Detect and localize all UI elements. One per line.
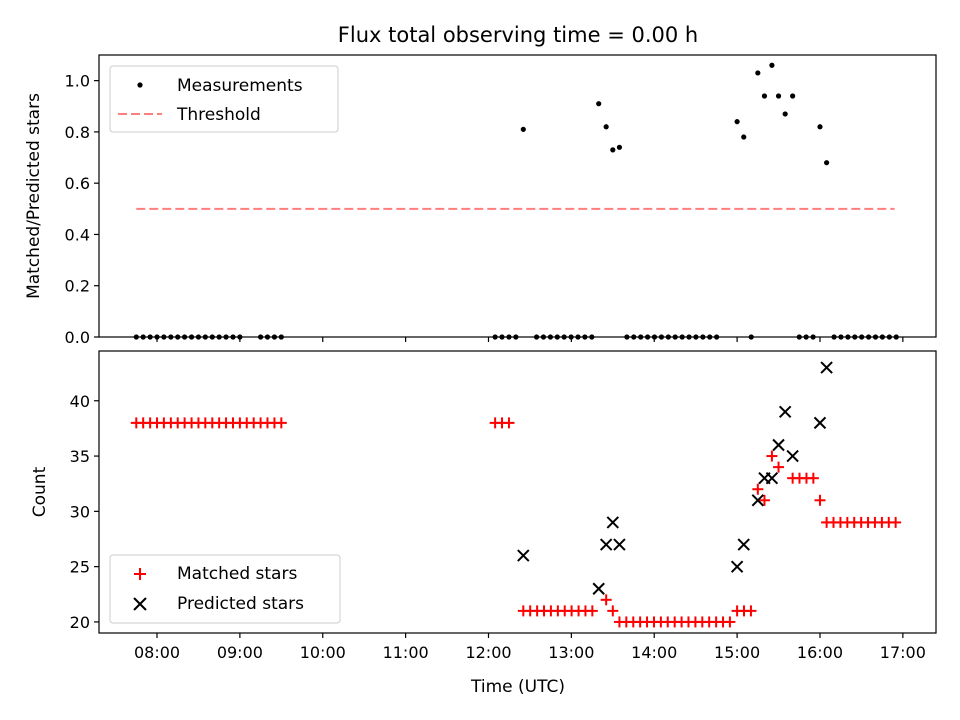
- predicted-star-point: [599, 538, 613, 551]
- matched-star-point: [724, 616, 736, 628]
- bottom-legend: Matched stars Predicted stars: [109, 554, 341, 624]
- bottom-panel: 20 25 30 35 40 08:00 09:00 10:00 11:00 12:00 13:0…: [30, 350, 937, 697]
- predicted-star-point: [751, 494, 765, 507]
- matched-star-point: [586, 605, 598, 617]
- measurement-point: [755, 70, 761, 76]
- legend-predicted-marker: [133, 597, 147, 611]
- bottom-y-tick-label: 25: [70, 558, 90, 577]
- top-y-tick-label: 0.6: [65, 174, 90, 193]
- top-axes-frame: [98, 54, 937, 338]
- x-tick-label: 14:00: [631, 643, 677, 662]
- x-tick-label: 13:00: [548, 643, 594, 662]
- bottom-y-axis-label: Count: [30, 466, 50, 517]
- predicted-star-point: [737, 538, 750, 551]
- top-legend: Measurements Threshold: [109, 65, 339, 133]
- x-tick-label: 08:00: [134, 643, 180, 662]
- matched-star-point: [766, 450, 778, 462]
- x-tick-label: 11:00: [383, 643, 429, 662]
- predicted-star-point: [820, 361, 833, 374]
- matched-star-point: [275, 417, 287, 429]
- matched-star-point: [758, 494, 770, 506]
- bottom-y-tick-label: 30: [70, 502, 90, 521]
- measurement-point: [596, 101, 602, 107]
- measurement-point: [610, 147, 616, 153]
- bottom-y-tick-label: 20: [70, 613, 90, 632]
- matched-star-point: [814, 494, 826, 506]
- predicted-star-point: [786, 449, 799, 463]
- measurement-point: [824, 160, 830, 166]
- x-tick-label: 12:00: [465, 643, 511, 662]
- measurement-point: [790, 93, 796, 99]
- predicted-star-point: [606, 516, 620, 529]
- predicted-star-point: [592, 582, 605, 595]
- matched-star-point: [745, 605, 757, 617]
- legend-measurements-label: Measurements: [177, 76, 303, 96]
- measurement-point: [775, 93, 782, 99]
- measurement-point: [741, 134, 747, 140]
- predicted-star-point: [613, 538, 626, 551]
- measurement-point: [603, 124, 609, 130]
- x-tick-label: 15:00: [714, 643, 760, 662]
- x-tick-label: 09:00: [217, 643, 263, 662]
- legend-threshold-label: Threshold: [176, 105, 261, 125]
- matched-star-point: [607, 605, 619, 617]
- measurement-point: [782, 111, 788, 117]
- x-tick-label: 10:00: [300, 643, 346, 662]
- bottom-axes-frame: [98, 350, 937, 634]
- bottom-y-tick-label: 35: [70, 447, 90, 466]
- x-tick-label: 16:00: [797, 643, 843, 662]
- measurement-point: [817, 124, 823, 130]
- top-y-axis-label: Matched/Predicted stars: [24, 93, 44, 299]
- chart-title: Flux total observing time = 0.00 h: [338, 23, 698, 47]
- top-y-tick-label: 1.0: [65, 72, 90, 91]
- matched-star-point: [503, 417, 515, 429]
- measurement-point: [616, 144, 623, 150]
- matched-star-point: [600, 594, 612, 606]
- x-tick-label: 17:00: [880, 643, 926, 662]
- top-panel: 0.0 0.2 0.4 0.6 0.8 1.0 Matched/Predicted sta…: [24, 54, 937, 347]
- legend-matched-label: Matched stars: [177, 564, 297, 584]
- top-y-tick-label: 0.0: [65, 328, 90, 347]
- predicted-star-point: [765, 471, 779, 485]
- matched-star-point: [807, 472, 819, 484]
- legend-measurements-marker: [137, 82, 143, 88]
- predicted-star-point: [778, 405, 792, 419]
- top-y-tick-label: 0.8: [65, 123, 90, 142]
- matched-star-point: [752, 483, 764, 495]
- legend-matched-marker: [134, 568, 146, 580]
- predicted-star-point: [813, 416, 827, 430]
- measurement-point: [734, 119, 740, 125]
- predicted-star-point: [730, 560, 744, 573]
- legend-predicted-label: Predicted stars: [177, 594, 304, 614]
- x-axis-label: Time (UTC): [470, 677, 565, 697]
- predicted-star-point: [517, 549, 530, 562]
- predicted-star-point: [772, 438, 785, 452]
- matched-star-point: [773, 461, 785, 473]
- matched-star-point: [890, 516, 902, 528]
- top-y-tick-label: 0.4: [65, 225, 90, 244]
- measurement-point: [769, 62, 775, 68]
- measurement-point: [761, 93, 768, 99]
- top-y-tick-label: 0.2: [65, 277, 90, 296]
- bottom-y-tick-label: 40: [70, 392, 90, 411]
- measurement-point: [520, 126, 526, 132]
